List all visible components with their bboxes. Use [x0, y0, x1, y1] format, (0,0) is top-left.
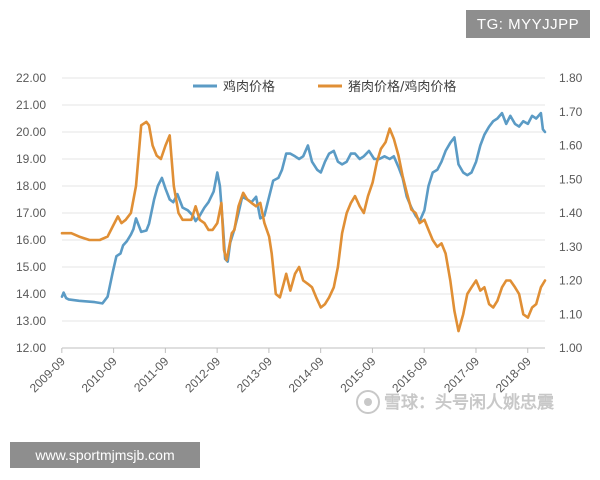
right-y-tick-label: 1.20	[559, 274, 583, 288]
x-tick-label: 2016-09	[389, 354, 430, 395]
right-y-tick-label: 1.30	[559, 240, 583, 254]
series-line-chicken-price	[60, 111, 547, 305]
left-y-tick-label: 16.00	[16, 233, 46, 247]
series-lines	[60, 111, 547, 333]
left-y-tick-label: 15.00	[16, 260, 46, 274]
right-y-tick-label: 1.80	[559, 71, 583, 85]
right-y-tick-label: 1.70	[559, 105, 583, 119]
left-y-tick-label: 14.00	[16, 287, 46, 301]
top-right-tag: TG: MYYJJPP	[466, 10, 590, 38]
watermark: 雪球：头号闲人姚忠震	[356, 390, 555, 414]
x-tick-label: 2018-09	[493, 354, 534, 395]
right-y-tick-label: 1.10	[559, 307, 583, 321]
axes	[61, 347, 545, 353]
legend-item-chicken-price: 鸡肉价格	[193, 79, 275, 95]
left-y-tick-label: 21.00	[16, 98, 46, 112]
left-y-tick-label: 12.00	[16, 341, 46, 355]
x-axis-ticks: 2009-09 2010-09 2011-09 2012-09 2013-09 2014-…	[27, 354, 534, 395]
legend-label: 鸡肉价格	[223, 79, 275, 95]
left-y-tick-label: 17.00	[16, 206, 46, 220]
gridlines	[62, 77, 545, 349]
x-tick-label: 2014-09	[286, 354, 327, 395]
x-tick-label: 2009-09	[27, 354, 68, 395]
bottom-left-url: www.sportmjmsjb.com	[10, 442, 200, 468]
series-line-pork-chicken-ratio	[60, 120, 547, 333]
left-y-tick-label: 19.00	[16, 152, 46, 166]
left-y-tick-label: 20.00	[16, 125, 46, 139]
legend-item-pork-chicken-ratio: 猪肉价格/鸡肉价格	[318, 79, 456, 95]
snowball-logo-dot	[364, 398, 372, 406]
x-tick-label: 2015-09	[338, 354, 379, 395]
left-y-tick-label: 22.00	[16, 71, 46, 85]
x-tick-label: 2012-09	[182, 354, 223, 395]
left-y-tick-label: 13.00	[16, 314, 46, 328]
legend-label: 猪肉价格/鸡肉价格	[348, 79, 456, 95]
left-y-tick-label: 18.00	[16, 179, 46, 193]
right-y-tick-label: 1.00	[559, 341, 583, 355]
right-y-tick-label: 1.50	[559, 172, 583, 186]
right-y-tick-label: 1.40	[559, 206, 583, 220]
left-y-axis-ticks: 12.00 13.00 14.00 15.00 16.00 17.00 18.00 19.00…	[16, 71, 46, 355]
right-y-axis-ticks: 1.00 1.10 1.20 1.30 1.40 1.50 1.60 1.70 1.80	[559, 71, 583, 355]
right-y-tick-label: 1.60	[559, 139, 583, 153]
x-tick-label: 2011-09	[131, 354, 172, 395]
legend: 鸡肉价格 猪肉价格/鸡肉价格	[193, 79, 456, 95]
x-tick-label: 2010-09	[79, 354, 120, 395]
snowball-logo-icon	[356, 390, 380, 414]
x-tick-label: 2013-09	[234, 354, 275, 395]
x-tick-label: 2017-09	[441, 354, 482, 395]
watermark-text: 雪球：头号闲人姚忠震	[384, 392, 555, 413]
